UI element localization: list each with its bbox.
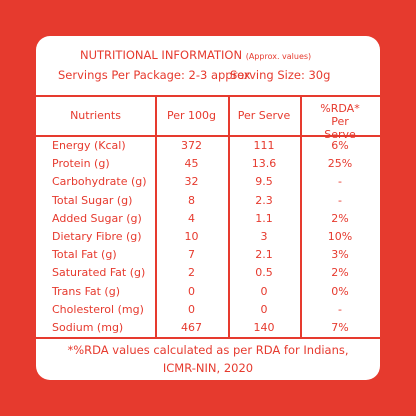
nutrient-name: Trans Fat (g) — [52, 284, 120, 298]
nutrient-value: 0% — [331, 284, 349, 298]
nutrient-name: Total Fat (g) — [52, 248, 117, 262]
nutrient-name: Carbohydrate (g) — [52, 175, 147, 189]
nutrient-value: 7% — [331, 321, 349, 334]
nutrient-name: Saturated Fat (g) — [52, 266, 146, 280]
nutrient-name: Total Sugar (g) — [52, 193, 133, 207]
column-rule — [228, 95, 230, 337]
nutrient-value: 8 — [188, 193, 195, 207]
nutrient-value: 1.1 — [255, 211, 273, 225]
nutrient-value: 25% — [327, 157, 353, 171]
nutrient-value: 7 — [188, 248, 195, 262]
column-rule — [155, 95, 157, 337]
nutrient-value: - — [338, 193, 342, 207]
nutrient-value: - — [338, 302, 342, 316]
nutrient-value: 10% — [327, 230, 353, 243]
nutrient-name: Protein (g) — [52, 157, 110, 171]
nutrient-value: 2% — [331, 266, 349, 280]
nutrient-value: 13.6 — [251, 157, 277, 171]
nutrient-value: 4 — [188, 211, 195, 225]
nutrient-value: 372 — [181, 139, 202, 152]
nutrient-value: 6% — [331, 139, 349, 152]
column-header: Per Serve — [237, 109, 291, 122]
nutrient-value: 140 — [253, 321, 275, 334]
nutrient-name: Energy (Kcal) — [52, 139, 126, 152]
nutrient-name: Sodium (mg) — [52, 321, 124, 334]
nutrition-panel: NUTRITIONAL INFORMATION (Approx. values)… — [36, 36, 380, 380]
rule — [36, 95, 380, 97]
nutrient-value: 3% — [331, 248, 349, 262]
nutrient-value: 2% — [331, 211, 349, 225]
nutrient-value: 0 — [260, 302, 268, 316]
nutrient-value: 9.5 — [255, 175, 273, 189]
nutrient-name: Cholesterol (mg) — [52, 302, 144, 316]
nutrient-value: 45 — [184, 157, 199, 171]
note: (Approx. values) — [245, 52, 312, 61]
nutrient-value: 111 — [253, 139, 275, 152]
nutrient-value: 467 — [181, 321, 202, 334]
title-line: NUTRITIONAL INFORMATION (Approx. values) — [80, 48, 311, 62]
rule — [36, 135, 380, 137]
column-header: %RDA* Per Serve — [320, 102, 360, 141]
nutrient-value: 0 — [260, 284, 268, 298]
nutrient-value: 32 — [184, 175, 199, 189]
nutrient-value: 2.1 — [255, 248, 273, 262]
nutrient-value: 3 — [260, 230, 268, 243]
serving-size: Serving Size: 30g — [230, 68, 331, 82]
footnote: ICMR-NIN, 2020 — [162, 361, 254, 375]
column-header: Per 100g — [166, 109, 216, 122]
nutrient-value: 2.3 — [255, 193, 273, 207]
servings: Servings Per Package: 2-3 approx — [58, 68, 251, 82]
nutrient-value: 0.5 — [255, 266, 273, 280]
nutrient-name: Dietary Fibre (g) — [52, 230, 142, 243]
nutrient-value: 10 — [184, 230, 199, 243]
rule — [36, 337, 380, 339]
nutrient-name: Added Sugar (g) — [52, 211, 142, 225]
title: NUTRITIONAL INFORMATION — [80, 48, 243, 62]
nutrient-value: - — [338, 175, 342, 189]
footnote: *%RDA values calculated as per RDA for I… — [67, 343, 349, 357]
column-header: Nutrients — [70, 109, 121, 122]
column-rule — [300, 95, 302, 337]
nutrient-value: 2 — [188, 266, 195, 280]
nutrient-value: 0 — [188, 302, 195, 316]
nutrient-value: 0 — [188, 284, 195, 298]
